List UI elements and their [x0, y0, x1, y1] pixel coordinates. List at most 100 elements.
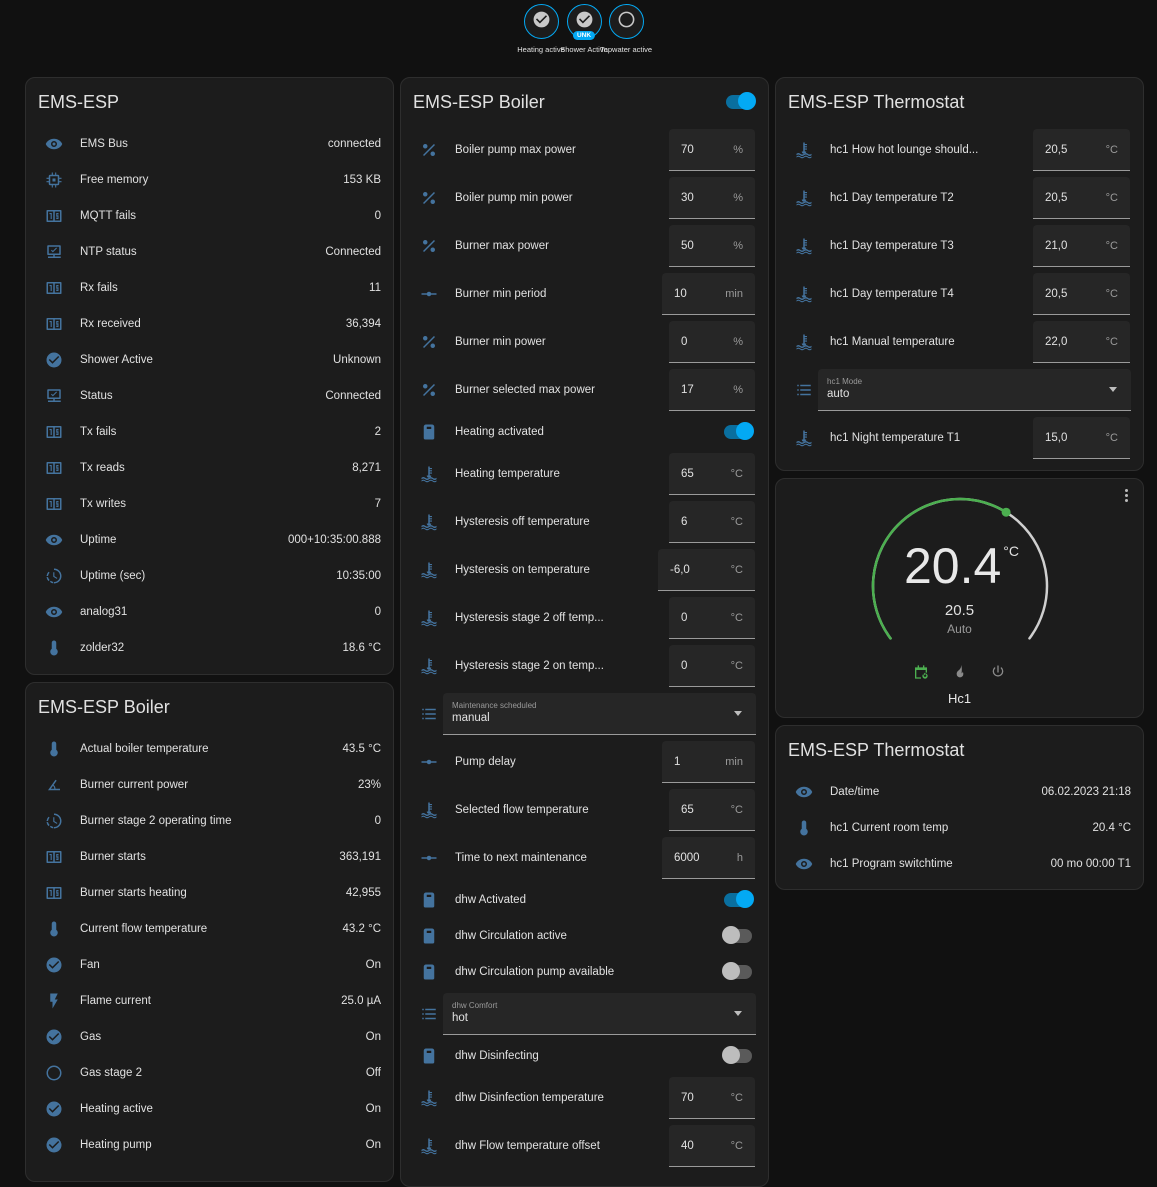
badge-shower-active[interactable]: UNK Shower Active — [560, 4, 608, 55]
entity-label: Time to next maintenance — [455, 852, 587, 864]
entity-row-mqtt-fails[interactable]: MQTT fails 0 — [26, 198, 393, 234]
mode-button-heat[interactable] — [952, 664, 968, 680]
entity-row-dhw-flow-temperature-offset: dhw Flow temperature offset 40 °C — [401, 1122, 768, 1170]
hc1-day-temperature-t2-input[interactable]: 20,5 °C — [1033, 177, 1130, 219]
thermostat-gauge[interactable] — [776, 479, 1144, 718]
hc1-night-temperature-t1-input[interactable]: 15,0 °C — [1033, 417, 1130, 459]
burner-max-power-input[interactable]: 50% — [669, 225, 755, 267]
dhw-flow-temperature-offset-input[interactable]: 40 °C — [669, 1125, 755, 1167]
input-unit: °C — [730, 1091, 743, 1104]
entity-row-flame-current[interactable]: Flame current 25.0 µA — [26, 983, 393, 1019]
entity-row-dhw-disinfection-temperature: dhw Disinfection temperature 70 °C — [401, 1074, 768, 1122]
dhw-activated-toggle[interactable] — [724, 890, 754, 908]
badge-tapwater-active[interactable]: Tapwater active — [600, 4, 652, 55]
entity-row-hc1-current-room-temp[interactable]: hc1 Current room temp 20.4 °C — [776, 810, 1143, 846]
check-circle-icon — [42, 1025, 66, 1049]
entity-label: dhw Activated — [455, 894, 526, 906]
hysteresis-stage-2-on-temp-input[interactable]: 0 °C — [669, 645, 755, 687]
hc1-how-hot-lounge-should-input[interactable]: 20,5 °C — [1033, 129, 1130, 171]
maintenance-scheduled-select[interactable]: Maintenance scheduled manual — [443, 693, 756, 735]
thermostat-card: 20.4 °C 20.5 Auto Hc1 — [775, 478, 1144, 718]
entity-row-actual-boiler-temperature[interactable]: Actual boiler temperature 43.5 °C — [26, 731, 393, 767]
dhw-circulation-active-toggle[interactable] — [722, 926, 752, 944]
dhw-circulation-pump-available-toggle[interactable] — [722, 962, 752, 980]
entity-row-date-time[interactable]: Date/time 06.02.2023 21:18 — [776, 774, 1143, 810]
entity-row-burner-min-period: Burner min period 10 min — [401, 270, 768, 318]
entity-label: dhw Circulation pump available — [455, 966, 615, 978]
target-handle[interactable] — [1001, 507, 1011, 517]
entity-row-rx-received[interactable]: Rx received 36,394 — [26, 306, 393, 342]
entity-row-gas[interactable]: Gas On — [26, 1019, 393, 1055]
hc1-day-temperature-t3-input[interactable]: 21,0 °C — [1033, 225, 1130, 267]
entity-row-tx-reads[interactable]: Tx reads 8,271 — [26, 450, 393, 486]
selected-flow-temperature-input[interactable]: 65 °C — [669, 789, 755, 831]
entity-row-dhw-circulation-active: dhw Circulation active — [401, 918, 768, 954]
entity-row-shower-active[interactable]: Shower Active Unknown — [26, 342, 393, 378]
entity-row-status[interactable]: Status Connected — [26, 378, 393, 414]
input-value: 30 — [681, 191, 694, 204]
mode-button-auto[interactable] — [913, 664, 929, 680]
entity-row-burner-stage-2-operating-time[interactable]: Burner stage 2 operating time 0 — [26, 803, 393, 839]
entity-row-uptime[interactable]: Uptime 000+10:35:00.888 — [26, 522, 393, 558]
hysteresis-stage-2-off-temp-input[interactable]: 0 °C — [669, 597, 755, 639]
thermometer-water-icon — [417, 1086, 441, 1110]
input-value: 0 — [681, 335, 688, 348]
entity-row-zolder32[interactable]: zolder32 18.6 °C — [26, 630, 393, 666]
entity-row-ntp-status[interactable]: NTP status Connected — [26, 234, 393, 270]
burner-min-power-input[interactable]: 0% — [669, 321, 755, 363]
input-unit: °C — [730, 611, 743, 624]
entity-row-tx-writes[interactable]: Tx writes 7 — [26, 486, 393, 522]
hysteresis-on-temperature-input[interactable]: -6,0 °C — [658, 549, 755, 591]
entity-row-fan[interactable]: Fan On — [26, 947, 393, 983]
entity-row-heating-pump[interactable]: Heating pump On — [26, 1127, 393, 1163]
climate-name: Hc1 — [947, 691, 972, 706]
check-circle-icon — [575, 10, 594, 34]
entity-row-ems-bus[interactable]: EMS Bus connected — [26, 126, 393, 162]
more-info-icon[interactable] — [1125, 489, 1129, 502]
entity-row-tx-fails[interactable]: Tx fails 2 — [26, 414, 393, 450]
dhw-disinfection-temperature-input[interactable]: 70 °C — [669, 1077, 755, 1119]
entity-row-hc1-program-switchtime[interactable]: hc1 Program switchtime 00 mo 00:00 T1 — [776, 846, 1143, 882]
header-toggle[interactable] — [726, 92, 756, 110]
hysteresis-off-temperature-input[interactable]: 6 °C — [669, 501, 755, 543]
mode-button-off[interactable] — [990, 664, 1006, 680]
entity-row-heating-active[interactable]: Heating active On — [26, 1091, 393, 1127]
burner-selected-max-power-input[interactable]: 17% — [669, 369, 755, 411]
entity-value: 000+10:35:00.888 — [287, 534, 381, 546]
card-title: EMS-ESP — [38, 92, 120, 112]
hc1-day-temperature-t4-input[interactable]: 20,5 °C — [1033, 273, 1130, 315]
input-unit: % — [733, 143, 743, 156]
time-to-next-maintenance-input[interactable]: 6000 h — [662, 837, 755, 879]
entity-value: 0 — [374, 815, 381, 827]
entity-label: Tx reads — [80, 462, 125, 474]
entity-row-burner-starts-heating[interactable]: Burner starts heating 42,955 — [26, 875, 393, 911]
entity-row-rx-fails[interactable]: Rx fails 11 — [26, 270, 393, 306]
boiler-pump-max-power-input[interactable]: 70% — [669, 129, 755, 171]
entity-row-current-flow-temperature[interactable]: Current flow temperature 43.2 °C — [26, 911, 393, 947]
heating-temperature-input[interactable]: 65 °C — [669, 453, 755, 495]
heating-activated-toggle[interactable] — [724, 422, 754, 440]
badge-heating-active[interactable]: Heating active — [517, 4, 565, 55]
input-value: 65 — [681, 467, 694, 480]
entity-row-gas-stage-2[interactable]: Gas stage 2 Off — [26, 1055, 393, 1091]
entity-row-burner-current-power[interactable]: Burner current power 23% — [26, 767, 393, 803]
boiler-pump-min-power-input[interactable]: 30% — [669, 177, 755, 219]
hc1-manual-temperature-input[interactable]: 22,0 °C — [1033, 321, 1130, 363]
dhw-comfort-select[interactable]: dhw Comfort hot — [443, 993, 756, 1035]
input-unit: % — [733, 335, 743, 348]
pump-delay-input[interactable]: 1 min — [662, 741, 755, 783]
entity-row-free-memory[interactable]: Free memory 153 KB — [26, 162, 393, 198]
list-icon — [417, 1002, 441, 1026]
dhw-disinfecting-toggle[interactable] — [722, 1046, 752, 1064]
burner-min-period-input[interactable]: 10 min — [662, 273, 755, 315]
hc1-mode-select[interactable]: hc1 Mode auto — [818, 369, 1131, 411]
entity-label: dhw Disinfection temperature — [455, 1092, 604, 1104]
entity-row-burner-starts[interactable]: Burner starts 363,191 — [26, 839, 393, 875]
entity-row-analog31[interactable]: analog31 0 — [26, 594, 393, 630]
entity-label: Hysteresis stage 2 off temp... — [455, 612, 604, 624]
entity-row-uptime-sec[interactable]: Uptime (sec) 10:35:00 — [26, 558, 393, 594]
input-unit: °C — [1105, 239, 1118, 252]
thermometer-water-icon — [417, 798, 441, 822]
input-unit: h — [736, 851, 743, 864]
entity-value: 153 KB — [343, 174, 381, 186]
